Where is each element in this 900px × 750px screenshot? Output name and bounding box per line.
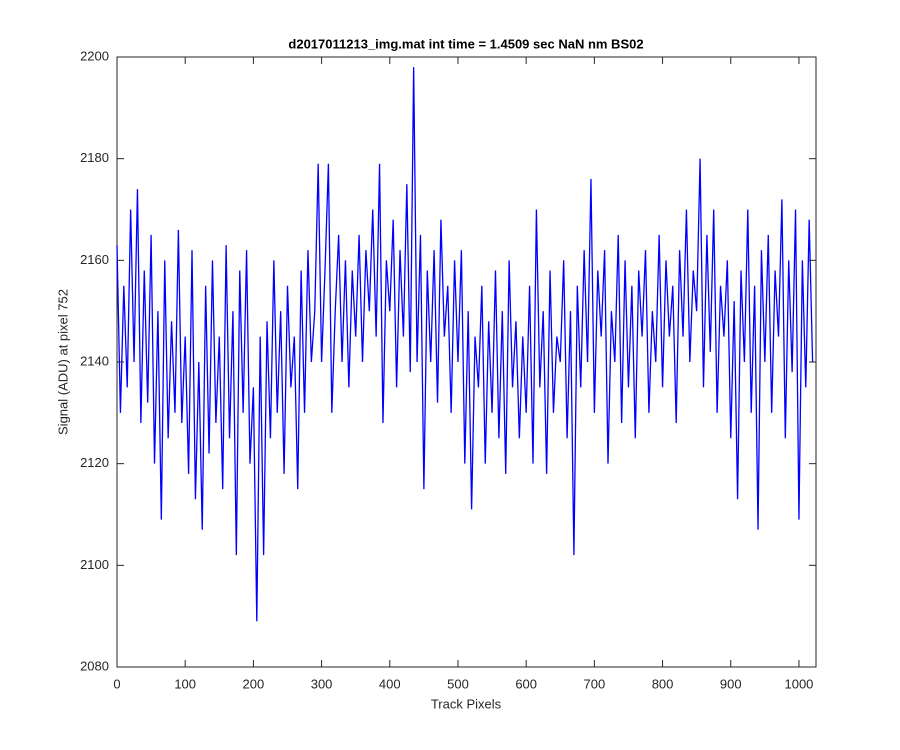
y-axis-label: Signal (ADU) at pixel 752 [55, 289, 70, 435]
y-tick-label: 2140 [80, 353, 109, 368]
x-tick-label: 500 [447, 676, 469, 691]
chart-title: d2017011213_img.mat int time = 1.4509 se… [288, 36, 643, 51]
y-tick-label: 2080 [80, 658, 109, 673]
y-tick-label: 2160 [80, 252, 109, 267]
x-tick-label: 600 [515, 676, 537, 691]
y-tick-label: 2200 [80, 48, 109, 63]
x-tick-label: 800 [652, 676, 674, 691]
x-tick-label: 1000 [784, 676, 813, 691]
y-tick-label: 2100 [80, 557, 109, 572]
x-tick-label: 300 [311, 676, 333, 691]
x-tick-label: 100 [174, 676, 196, 691]
y-tick-label: 2120 [80, 455, 109, 470]
y-tick-label: 2180 [80, 150, 109, 165]
x-axis-label: Track Pixels [431, 696, 502, 711]
x-tick-label: 700 [584, 676, 606, 691]
x-tick-label: 200 [243, 676, 265, 691]
x-tick-label: 0 [113, 676, 120, 691]
x-tick-label: 400 [379, 676, 401, 691]
data-line [116, 67, 814, 622]
x-tick-label: 900 [720, 676, 742, 691]
